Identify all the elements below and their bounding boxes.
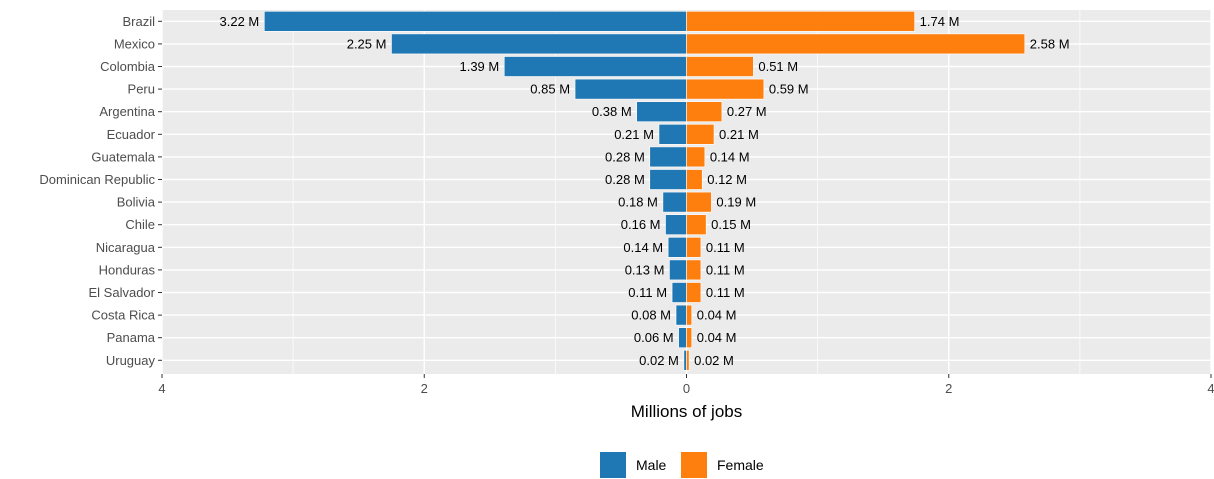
value-label-female: 0.02 M: [694, 353, 734, 368]
bar-female: [686, 191, 712, 213]
bar-female: [686, 146, 706, 168]
bar-male: [669, 259, 687, 281]
value-label-female: 0.11 M: [706, 285, 745, 300]
bar-female: [686, 327, 693, 349]
x-tick-label: 4: [158, 381, 165, 396]
category-label: Panama: [107, 330, 156, 345]
category-label: Costa Rica: [91, 308, 155, 323]
value-label-female: 0.04 M: [697, 330, 737, 345]
value-label-male: 0.28 M: [605, 149, 645, 164]
value-label-male: 0.21 M: [614, 127, 654, 142]
x-tick-label: 2: [945, 381, 952, 396]
category-label: Chile: [125, 217, 155, 232]
bar-female: [686, 78, 765, 100]
bar-female: [686, 259, 702, 281]
category-label: Mexico: [114, 36, 155, 51]
value-label-female: 0.51 M: [758, 59, 798, 74]
bar-male: [662, 191, 687, 213]
value-label-male: 0.16 M: [621, 217, 661, 232]
value-label-male: 2.25 M: [347, 36, 387, 51]
value-label-male: 0.06 M: [634, 330, 674, 345]
value-label-male: 0.08 M: [631, 308, 671, 323]
bar-female: [686, 11, 915, 32]
bar-male: [683, 349, 687, 371]
category-label: Bolivia: [117, 195, 156, 210]
bar-female: [686, 33, 1026, 55]
bar-male: [665, 214, 687, 235]
value-label-female: 0.15 M: [711, 217, 751, 232]
bar-female: [686, 169, 703, 190]
bar-female: [686, 282, 702, 303]
value-label-male: 0.14 M: [623, 240, 663, 255]
bar-male: [671, 282, 687, 303]
bar-male: [503, 56, 687, 77]
bar-female: [686, 349, 690, 371]
value-label-male: 0.18 M: [618, 195, 658, 210]
bar-male: [649, 146, 687, 168]
value-label-female: 1.74 M: [920, 14, 960, 29]
x-tick-label: 2: [421, 381, 428, 396]
value-label-female: 2.58 M: [1030, 36, 1070, 51]
bar-male: [667, 237, 687, 258]
category-label: Uruguay: [106, 353, 156, 368]
legend-swatch-male: [600, 452, 626, 478]
bar-male: [658, 124, 687, 145]
value-label-female: 0.12 M: [707, 172, 747, 187]
value-label-male: 3.22 M: [220, 14, 260, 29]
category-label: Dominican Republic: [39, 172, 155, 187]
value-label-female: 0.19 M: [716, 195, 756, 210]
bar-female: [686, 101, 723, 122]
legend-swatch-female: [681, 452, 707, 478]
value-label-male: 1.39 M: [459, 59, 499, 74]
value-label-female: 0.14 M: [710, 149, 750, 164]
bar-male: [391, 33, 687, 55]
value-label-male: 0.02 M: [639, 353, 679, 368]
x-tick-label: 0: [683, 381, 690, 396]
value-label-female: 0.11 M: [706, 262, 745, 277]
category-label: Nicaragua: [96, 240, 156, 255]
x-tick-label: 4: [1207, 381, 1214, 396]
bar-male: [636, 101, 687, 122]
value-label-male: 0.11 M: [628, 285, 667, 300]
bar-male: [675, 304, 687, 326]
value-label-female: 0.27 M: [727, 104, 767, 119]
value-label-male: 0.85 M: [530, 82, 570, 97]
bar-male: [649, 169, 687, 190]
bar-male: [263, 11, 687, 32]
category-label: Peru: [128, 82, 155, 97]
value-label-male: 0.38 M: [592, 104, 632, 119]
category-label: Guatemala: [91, 149, 155, 164]
bar-female: [686, 214, 707, 235]
category-label: Colombia: [100, 59, 156, 74]
value-label-female: 0.04 M: [697, 308, 737, 323]
category-label: Argentina: [99, 104, 155, 119]
bar-female: [686, 56, 754, 77]
bar-male: [678, 327, 687, 349]
x-axis-title: Millions of jobs: [631, 402, 743, 421]
value-label-female: 0.21 M: [719, 127, 759, 142]
category-label: Brazil: [122, 14, 155, 29]
value-label-male: 0.28 M: [605, 172, 645, 187]
bar-female: [686, 237, 702, 258]
category-label: Honduras: [99, 262, 156, 277]
bar-female: [686, 124, 715, 145]
legend-label-female: Female: [717, 457, 764, 473]
category-label: Ecuador: [107, 127, 156, 142]
category-label: El Salvador: [89, 285, 156, 300]
value-label-male: 0.13 M: [625, 262, 665, 277]
bar-male: [574, 78, 687, 100]
value-label-female: 0.11 M: [706, 240, 745, 255]
value-label-female: 0.59 M: [769, 82, 809, 97]
legend-label-male: Male: [636, 457, 667, 473]
bar-female: [686, 304, 693, 326]
